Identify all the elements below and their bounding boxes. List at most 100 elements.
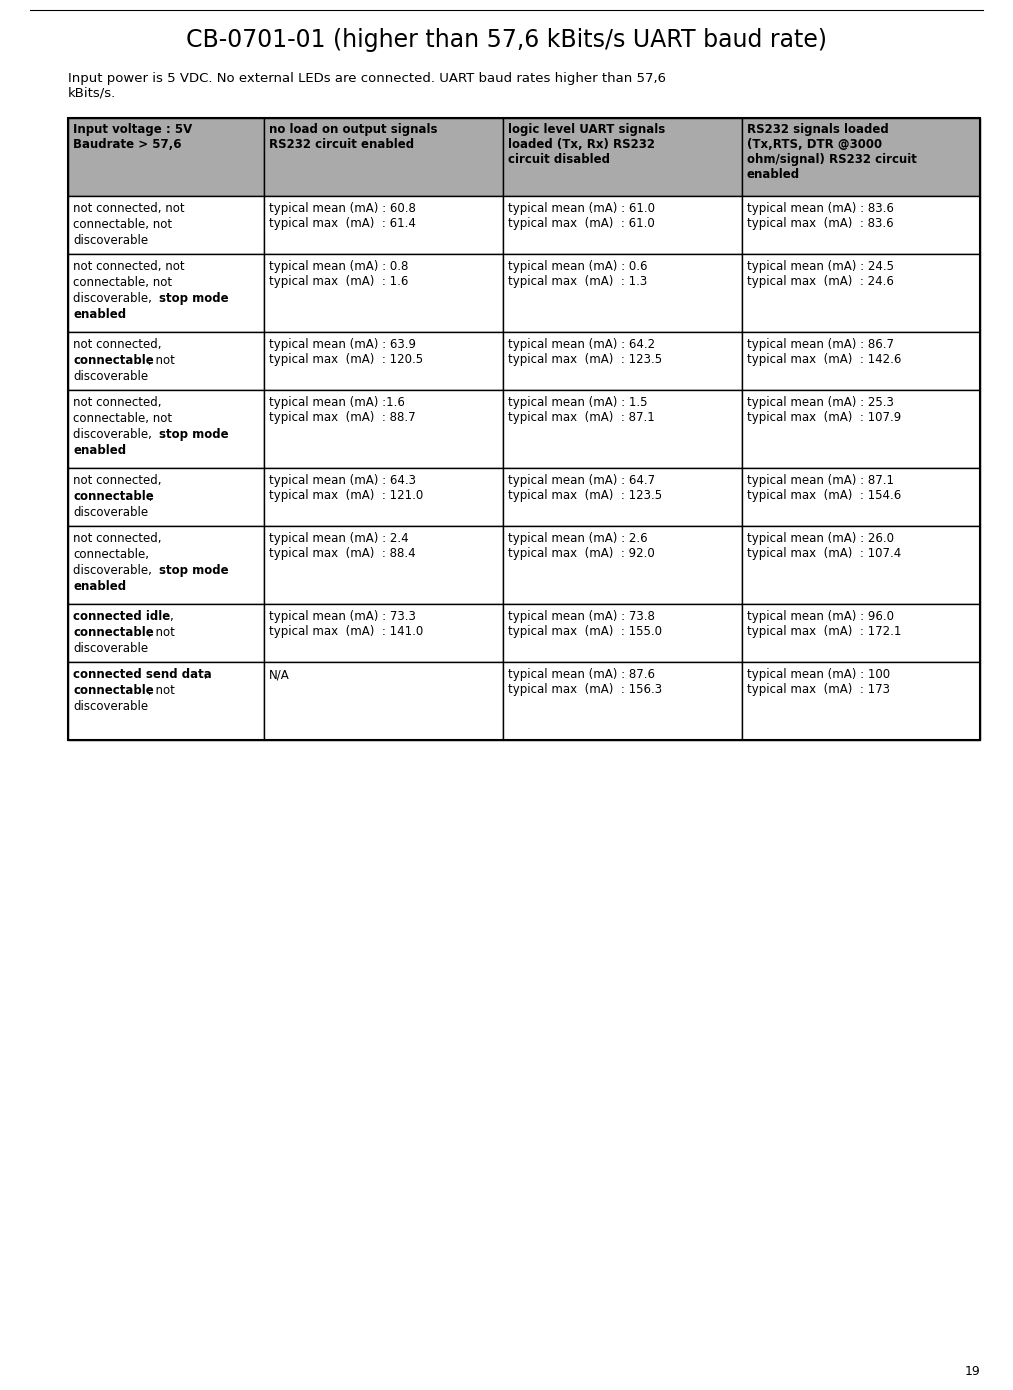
Bar	[503, 605, 742, 662]
Text: typical mean (mA) : 63.9
typical max  (mA)  : 120.5: typical mean (mA) : 63.9 typical max (mA…	[269, 338, 423, 366]
Text: typical mean (mA) : 64.2
typical max  (mA)  : 123.5: typical mean (mA) : 64.2 typical max (mA…	[509, 338, 663, 366]
Text: Input power is 5 VDC. No external LEDs are connected. UART baud rates higher tha: Input power is 5 VDC. No external LEDs a…	[68, 72, 666, 100]
Text: typical mean (mA) : 26.0
typical max  (mA)  : 107.4: typical mean (mA) : 26.0 typical max (mA…	[747, 532, 902, 560]
Bar	[264, 254, 503, 332]
Bar	[68, 118, 264, 196]
Bar	[264, 391, 503, 468]
Bar	[503, 118, 742, 196]
Bar	[742, 391, 980, 468]
Text: typical mean (mA) : 60.8
typical max  (mA)  : 61.4: typical mean (mA) : 60.8 typical max (mA…	[269, 202, 416, 229]
Text: typical mean (mA) : 87.6
typical max  (mA)  : 156.3: typical mean (mA) : 87.6 typical max (mA…	[509, 669, 663, 696]
Text: 19: 19	[964, 1365, 980, 1377]
Bar	[503, 468, 742, 525]
Text: CB-0701-01 (higher than 57,6 kBits/s UART baud rate): CB-0701-01 (higher than 57,6 kBits/s UAR…	[186, 28, 827, 51]
Text: connected send data: connected send data	[73, 669, 212, 681]
Bar	[503, 196, 742, 254]
Text: typical mean (mA) : 0.8
typical max  (mA)  : 1.6: typical mean (mA) : 0.8 typical max (mA)…	[269, 260, 408, 288]
Text: , not: , not	[148, 684, 175, 696]
Bar	[742, 605, 980, 662]
Bar	[68, 254, 264, 332]
Text: logic level UART signals
loaded (Tx, Rx) RS232
circuit disabled: logic level UART signals loaded (Tx, Rx)…	[509, 122, 666, 165]
Text: typical mean (mA) : 61.0
typical max  (mA)  : 61.0: typical mean (mA) : 61.0 typical max (mA…	[509, 202, 655, 229]
Text: discoverable: discoverable	[73, 506, 148, 518]
Bar	[68, 196, 264, 254]
Text: enabled: enabled	[73, 307, 127, 321]
Text: typical mean (mA) : 83.6
typical max  (mA)  : 83.6: typical mean (mA) : 83.6 typical max (mA…	[747, 202, 893, 229]
Text: not connected,: not connected,	[73, 532, 161, 545]
Text: enabled: enabled	[73, 443, 127, 457]
Text: connected idle: connected idle	[73, 610, 170, 623]
Text: N/A: N/A	[269, 669, 290, 681]
Text: connectable, not: connectable, not	[73, 277, 172, 289]
Text: discoverable,: discoverable,	[73, 292, 156, 304]
Text: discoverable: discoverable	[73, 370, 148, 382]
Bar	[503, 391, 742, 468]
Text: typical mean (mA) : 73.3
typical max  (mA)  : 141.0: typical mean (mA) : 73.3 typical max (mA…	[269, 610, 423, 638]
Bar	[68, 118, 980, 739]
Text: ,: ,	[169, 610, 172, 623]
Text: connectable: connectable	[73, 354, 154, 367]
Text: stop mode: stop mode	[159, 564, 229, 577]
Text: typical mean (mA) : 87.1
typical max  (mA)  : 154.6: typical mean (mA) : 87.1 typical max (mA…	[747, 474, 902, 502]
Text: connectable: connectable	[73, 684, 154, 696]
Text: enabled: enabled	[73, 580, 127, 592]
Bar	[742, 332, 980, 391]
Bar	[68, 391, 264, 468]
Text: typical mean (mA) : 73.8
typical max  (mA)  : 155.0: typical mean (mA) : 73.8 typical max (mA…	[509, 610, 663, 638]
Text: typical mean (mA) : 0.6
typical max  (mA)  : 1.3: typical mean (mA) : 0.6 typical max (mA)…	[509, 260, 647, 288]
Bar	[742, 468, 980, 525]
Bar	[503, 332, 742, 391]
Text: , not: , not	[148, 626, 175, 639]
Bar	[68, 332, 264, 391]
Text: connectable, not: connectable, not	[73, 411, 172, 425]
Bar	[264, 605, 503, 662]
Text: connectable: connectable	[73, 489, 154, 503]
Bar	[742, 118, 980, 196]
Text: not connected,: not connected,	[73, 474, 161, 486]
Text: not connected,: not connected,	[73, 338, 161, 352]
Bar	[264, 468, 503, 525]
Text: discoverable,: discoverable,	[73, 564, 156, 577]
Text: typical mean (mA) : 1.5
typical max  (mA)  : 87.1: typical mean (mA) : 1.5 typical max (mA)…	[509, 396, 654, 424]
Text: not connected, not: not connected, not	[73, 260, 184, 272]
Text: not connected,: not connected,	[73, 396, 161, 409]
Bar	[742, 662, 980, 739]
Text: typical mean (mA) : 96.0
typical max  (mA)  : 172.1: typical mean (mA) : 96.0 typical max (mA…	[747, 610, 902, 638]
Text: Input voltage : 5V
Baudrate > 57,6: Input voltage : 5V Baudrate > 57,6	[73, 122, 192, 152]
Text: typical mean (mA) : 25.3
typical max  (mA)  : 107.9: typical mean (mA) : 25.3 typical max (mA…	[747, 396, 902, 424]
Text: ,: ,	[203, 669, 207, 681]
Text: stop mode: stop mode	[159, 428, 229, 441]
Text: connectable: connectable	[73, 626, 154, 639]
Text: RS232 signals loaded
(Tx,RTS, DTR @3000
ohm/signal) RS232 circuit
enabled: RS232 signals loaded (Tx,RTS, DTR @3000 …	[747, 122, 917, 181]
Bar	[264, 118, 503, 196]
Text: stop mode: stop mode	[159, 292, 229, 304]
Bar	[742, 196, 980, 254]
Bar	[503, 662, 742, 739]
Text: not connected, not: not connected, not	[73, 202, 184, 215]
Text: , not: , not	[148, 354, 175, 367]
Bar	[68, 525, 264, 605]
Text: discoverable: discoverable	[73, 642, 148, 655]
Bar	[503, 525, 742, 605]
Text: discoverable: discoverable	[73, 234, 148, 247]
Text: typical mean (mA) :1.6
typical max  (mA)  : 88.7: typical mean (mA) :1.6 typical max (mA) …	[269, 396, 415, 424]
Text: typical mean (mA) : 24.5
typical max  (mA)  : 24.6: typical mean (mA) : 24.5 typical max (mA…	[747, 260, 893, 288]
Text: typical mean (mA) : 2.4
typical max  (mA)  : 88.4: typical mean (mA) : 2.4 typical max (mA)…	[269, 532, 415, 560]
Text: typical mean (mA) : 86.7
typical max  (mA)  : 142.6: typical mean (mA) : 86.7 typical max (mA…	[747, 338, 902, 366]
Text: typical mean (mA) : 100
typical max  (mA)  : 173: typical mean (mA) : 100 typical max (mA)…	[747, 669, 890, 696]
Text: typical mean (mA) : 2.6
typical max  (mA)  : 92.0: typical mean (mA) : 2.6 typical max (mA)…	[509, 532, 654, 560]
Bar	[264, 196, 503, 254]
Bar	[742, 254, 980, 332]
Text: connectable,: connectable,	[73, 548, 149, 562]
Bar	[68, 468, 264, 525]
Bar	[264, 662, 503, 739]
Bar	[503, 254, 742, 332]
Text: discoverable,: discoverable,	[73, 428, 156, 441]
Text: no load on output signals
RS232 circuit enabled: no load on output signals RS232 circuit …	[269, 122, 438, 152]
Bar	[264, 525, 503, 605]
Text: connectable, not: connectable, not	[73, 218, 172, 231]
Bar	[742, 525, 980, 605]
Bar	[68, 662, 264, 739]
Text: ,: ,	[148, 489, 152, 503]
Bar	[264, 332, 503, 391]
